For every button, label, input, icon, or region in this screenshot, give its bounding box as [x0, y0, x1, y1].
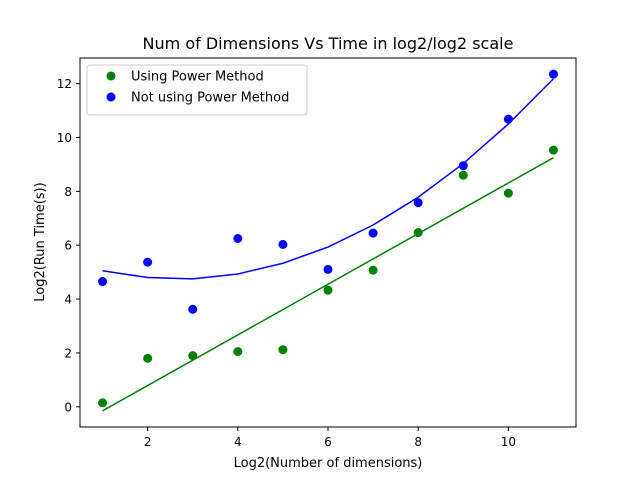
fit-line-series-1	[102, 78, 554, 280]
x-tick-label: 2	[144, 435, 152, 449]
legend-label-using-power-method: Using Power Method	[131, 70, 264, 85]
y-tick-label: 6	[64, 239, 72, 253]
x-tick-label: 4	[234, 435, 242, 449]
y-axis-label: Log2(Run Time(s))	[33, 182, 48, 301]
legend-marker-not-using-power-method	[106, 92, 116, 102]
data-point-series-1-1	[143, 257, 153, 267]
legend-marker-using-power-method	[106, 71, 116, 81]
y-tick-label: 0	[64, 400, 72, 414]
x-tick-label: 6	[324, 435, 332, 449]
data-points	[98, 69, 558, 408]
data-point-series-0-10	[548, 145, 558, 155]
data-point-series-0-5	[323, 285, 333, 295]
y-tick-label: 8	[64, 185, 72, 199]
x-tick-label: 8	[414, 435, 422, 449]
data-point-series-1-10	[548, 69, 558, 79]
fit-line-series-0	[102, 157, 554, 412]
data-point-series-0-0	[98, 398, 108, 408]
x-axis-ticks: 2 4 6 8 10	[144, 427, 516, 449]
data-point-series-1-5	[323, 264, 333, 274]
data-point-series-1-3	[233, 233, 243, 243]
data-point-series-1-7	[413, 198, 423, 208]
data-point-series-0-7	[413, 228, 423, 238]
chart-title: Num of Dimensions Vs Time in log2/log2 s…	[143, 34, 514, 53]
data-point-series-0-9	[503, 188, 513, 198]
y-tick-label: 12	[57, 77, 72, 91]
legend-label-not-using-power-method: Not using Power Method	[131, 91, 289, 106]
legend: Using Power Method Not using Power Metho…	[86, 64, 308, 116]
fit-lines	[102, 78, 554, 412]
data-point-series-1-6	[368, 228, 378, 238]
data-point-series-1-0	[98, 277, 108, 287]
legend-frame	[86, 64, 308, 116]
y-tick-label: 2	[64, 346, 72, 360]
x-tick-label: 10	[501, 435, 516, 449]
data-point-series-0-4	[278, 345, 288, 355]
data-point-series-0-8	[458, 170, 468, 180]
data-point-series-1-9	[503, 114, 513, 124]
data-point-series-0-3	[233, 347, 243, 357]
y-axis-ticks: 0 2 4 6 8 10 12	[57, 77, 80, 414]
data-point-series-0-6	[368, 265, 378, 275]
y-tick-label: 4	[64, 293, 72, 307]
x-axis-label: Log2(Number of dimensions)	[234, 456, 423, 471]
data-point-series-0-2	[188, 351, 198, 361]
data-point-series-1-8	[458, 161, 468, 171]
data-point-series-0-1	[143, 353, 153, 363]
data-point-series-1-4	[278, 239, 288, 249]
y-tick-label: 10	[57, 131, 72, 145]
data-point-series-1-2	[188, 304, 198, 314]
